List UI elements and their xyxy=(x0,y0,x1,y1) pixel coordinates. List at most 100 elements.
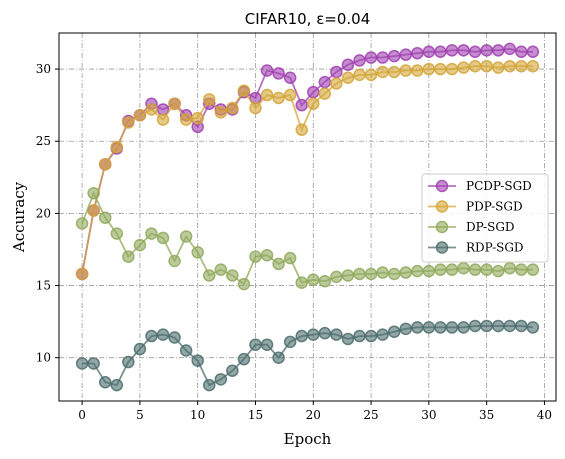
x-tick-label: 30 xyxy=(421,408,436,422)
data-point xyxy=(399,64,412,77)
data-point xyxy=(480,319,493,333)
data-point xyxy=(260,64,274,77)
data-point xyxy=(503,42,517,56)
legend-label: RDP-SGD xyxy=(466,241,524,255)
data-point xyxy=(411,64,424,77)
data-point xyxy=(249,250,262,263)
data-point xyxy=(226,364,239,377)
data-point xyxy=(249,338,262,351)
data-point xyxy=(145,329,158,343)
data-point xyxy=(122,116,135,129)
data-point xyxy=(179,113,193,126)
data-point xyxy=(237,277,251,291)
data-point xyxy=(422,62,436,76)
data-point xyxy=(341,71,355,84)
data-point xyxy=(87,357,100,370)
data-point xyxy=(318,75,332,89)
data-point xyxy=(237,352,251,366)
data-point xyxy=(526,59,540,73)
data-point xyxy=(318,274,332,288)
y-tick-label: 30 xyxy=(36,62,51,76)
data-point xyxy=(468,45,482,59)
data-point xyxy=(503,59,517,73)
data-point xyxy=(330,77,343,90)
data-point xyxy=(156,113,170,126)
legend-label: PDP-SGD xyxy=(466,200,523,214)
data-point xyxy=(480,44,493,57)
data-point xyxy=(515,45,528,59)
data-point xyxy=(295,329,308,343)
data-point xyxy=(156,231,170,245)
data-point xyxy=(145,103,158,116)
data-point xyxy=(341,269,355,282)
data-point xyxy=(468,59,482,73)
data-point xyxy=(422,264,436,278)
data-point xyxy=(318,87,332,100)
data-point xyxy=(387,65,401,79)
data-point xyxy=(295,98,308,112)
data-point xyxy=(272,67,285,80)
data-point xyxy=(133,238,147,252)
data-point xyxy=(399,322,412,336)
x-tick-label: 15 xyxy=(248,408,263,422)
data-point xyxy=(307,85,320,99)
data-point xyxy=(364,51,378,64)
data-point xyxy=(457,321,470,334)
data-point xyxy=(445,263,459,276)
data-point xyxy=(422,321,436,334)
data-point xyxy=(283,335,297,349)
data-point xyxy=(364,68,378,82)
data-point xyxy=(515,319,528,333)
data-point xyxy=(515,59,528,73)
y-axis-label: Accuracy xyxy=(10,181,28,253)
data-point xyxy=(330,65,343,79)
x-tick-label: 0 xyxy=(78,408,86,422)
series-pdp-sgd xyxy=(75,59,540,281)
data-point xyxy=(526,263,540,276)
data-point xyxy=(411,264,424,278)
data-point xyxy=(168,254,181,268)
data-point xyxy=(434,263,447,276)
data-point xyxy=(98,211,112,224)
y-tick-label: 20 xyxy=(36,206,51,220)
data-point xyxy=(330,270,343,284)
data-point xyxy=(341,332,355,346)
legend-item: RDP-SGD xyxy=(428,241,524,255)
data-point xyxy=(376,51,389,64)
data-point xyxy=(445,321,459,334)
data-point xyxy=(191,246,204,259)
data-point xyxy=(226,101,239,115)
x-tick-label: 20 xyxy=(306,408,321,422)
legend-item: PCDP-SGD xyxy=(428,179,532,193)
data-point xyxy=(260,88,274,102)
data-point xyxy=(75,357,89,370)
data-point xyxy=(387,325,401,338)
data-point xyxy=(457,261,470,275)
data-point xyxy=(411,46,424,60)
data-point xyxy=(491,264,505,278)
data-point xyxy=(237,84,251,97)
x-tick-label: 25 xyxy=(363,408,378,422)
data-point xyxy=(330,328,343,341)
data-point xyxy=(353,329,366,343)
data-point xyxy=(295,123,308,136)
x-tick-label: 40 xyxy=(537,408,552,422)
data-point xyxy=(387,49,401,63)
data-point xyxy=(214,263,228,276)
data-point xyxy=(283,251,297,265)
data-point xyxy=(214,106,228,119)
series-rdp-sgd xyxy=(75,319,540,392)
data-point xyxy=(133,342,147,356)
data-point xyxy=(468,263,482,276)
data-point xyxy=(353,267,366,281)
data-point xyxy=(445,44,459,57)
data-point xyxy=(307,328,320,341)
legend-item: DP-SGD xyxy=(428,220,515,234)
data-point xyxy=(434,45,447,59)
data-point xyxy=(307,97,320,110)
data-point xyxy=(318,326,332,340)
data-point xyxy=(156,328,170,341)
x-tick-label: 10 xyxy=(190,408,205,422)
x-tick-label: 5 xyxy=(136,408,144,422)
